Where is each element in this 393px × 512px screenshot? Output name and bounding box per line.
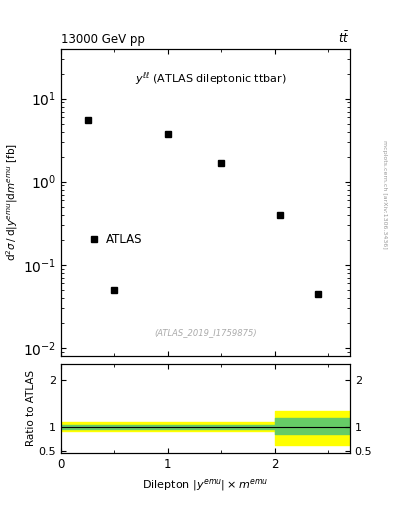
Text: $y^{\ell\ell}$ (ATLAS dileptonic ttbar): $y^{\ell\ell}$ (ATLAS dileptonic ttbar) (135, 70, 287, 87)
Y-axis label: Ratio to ATLAS: Ratio to ATLAS (26, 370, 36, 446)
Text: ATLAS: ATLAS (106, 232, 142, 246)
X-axis label: Dilepton $|y^{emu}|\times m^{emu}$: Dilepton $|y^{emu}|\times m^{emu}$ (142, 477, 268, 493)
Text: (ATLAS_2019_I1759875): (ATLAS_2019_I1759875) (154, 328, 257, 337)
Text: mcplots.cern.ch [arXiv:1306.3436]: mcplots.cern.ch [arXiv:1306.3436] (382, 140, 387, 249)
Text: t$\bar{t}$: t$\bar{t}$ (338, 31, 350, 46)
Text: 13000 GeV pp: 13000 GeV pp (61, 33, 145, 46)
Y-axis label: $\mathrm{d}^2\sigma\,/\,\mathrm{d}|y^{emu}|\mathrm{d}m^{emu}$ [fb]: $\mathrm{d}^2\sigma\,/\,\mathrm{d}|y^{em… (4, 143, 20, 261)
